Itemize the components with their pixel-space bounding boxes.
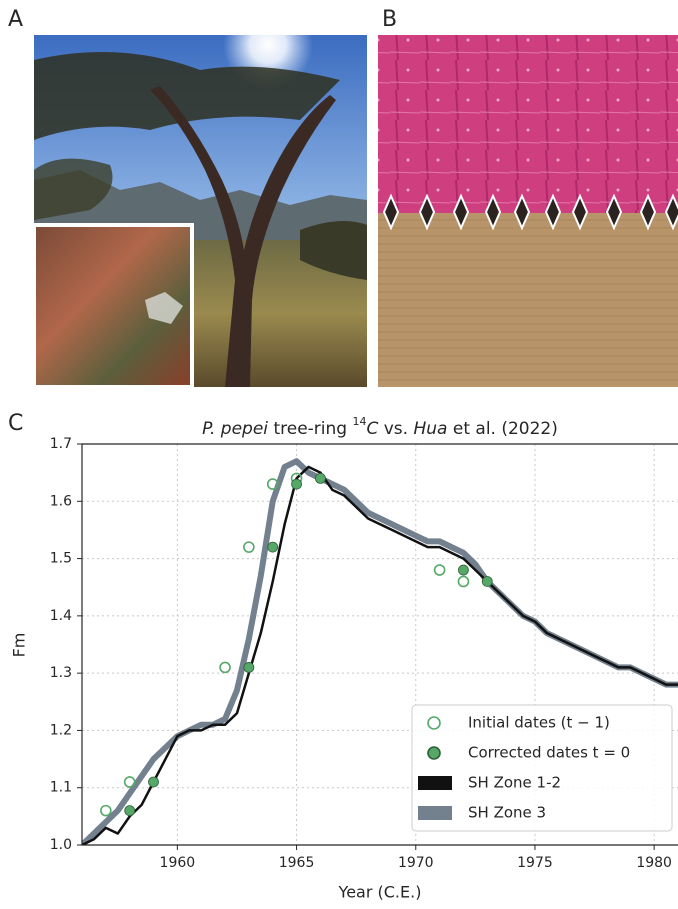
data-point (243, 541, 255, 553)
x-tick-label: 1975 (517, 855, 553, 871)
legend-marker (418, 806, 452, 820)
legend-label: Corrected dates t = 0 (468, 744, 630, 762)
data-point (291, 478, 302, 490)
y-tick-label: 1.7 (50, 436, 72, 452)
axis-frame (81, 443, 678, 846)
x-tick-label: 1970 (398, 855, 434, 871)
legend-marker (427, 716, 441, 730)
data-point (243, 662, 255, 673)
y-tick-label: 1.3 (50, 665, 72, 681)
title-part: Hua (413, 419, 447, 439)
legend-marker (427, 746, 441, 760)
y-tick-label: 1.6 (50, 493, 72, 509)
legend-label: SH Zone 3 (468, 804, 546, 822)
chart-title: P. pepei tree-ring 14C vs. Hua et al. (2… (202, 415, 558, 439)
data-point (457, 575, 470, 588)
legend-box (411, 704, 673, 832)
x-tick-label: 1960 (160, 855, 196, 871)
title-part: vs. (378, 419, 413, 439)
data-point (433, 564, 446, 576)
panel-label: A (8, 7, 23, 32)
data-point (481, 576, 493, 587)
y-tick-label: 1.4 (50, 608, 72, 624)
y-tick-label: 1.2 (50, 722, 72, 738)
panel-label: C (8, 411, 23, 436)
y-tick-label: 1.0 (50, 837, 72, 853)
y-tick-label: 1.1 (50, 780, 72, 796)
legend-marker (418, 776, 452, 790)
series-line (82, 465, 678, 845)
data-point (123, 776, 136, 788)
title-part: P. pepei (202, 419, 268, 439)
title-part: et al. (2022) (447, 419, 557, 439)
data-point (124, 805, 136, 817)
data-point (267, 541, 279, 553)
title-part: C (366, 419, 378, 439)
photo-wood-section (378, 35, 678, 387)
title-part: 14 (352, 415, 366, 428)
data-point (148, 776, 159, 788)
panel-label: B (382, 7, 397, 32)
x-axis-label: Year (C.E.) (338, 883, 422, 902)
data-point (100, 804, 112, 817)
x-tick-label: 1980 (636, 855, 672, 871)
data-point (266, 478, 279, 490)
y-axis-label: Fm (10, 633, 29, 658)
legend-label: Initial dates (t − 1) (468, 714, 610, 732)
legend-label: SH Zone 1-2 (468, 774, 561, 792)
title-part: tree-ring (268, 419, 352, 439)
data-point (314, 472, 326, 484)
y-tick-label: 1.5 (50, 551, 72, 567)
data-point (458, 564, 469, 576)
x-tick-label: 1965 (279, 855, 315, 871)
data-point (219, 661, 231, 674)
